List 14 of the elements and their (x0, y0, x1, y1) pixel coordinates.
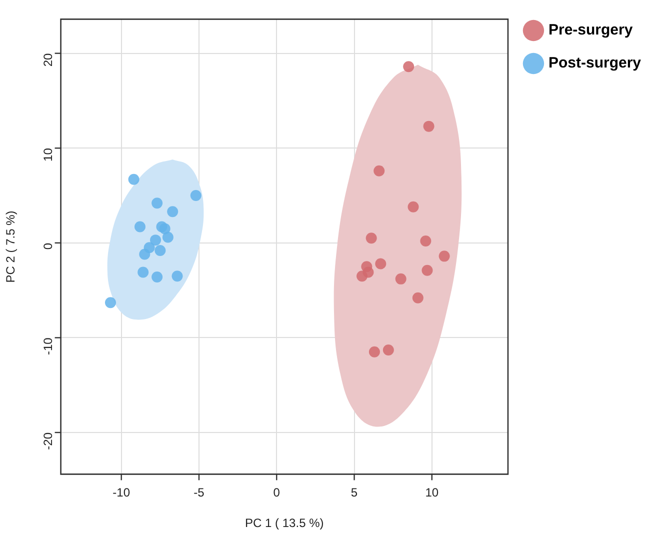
y-tick-label: -20 (41, 432, 56, 450)
y-axis-title: PC 2 ( 7.5 %) (4, 210, 18, 283)
y-tick-label: -10 (41, 337, 56, 356)
y-tick-label: 10 (41, 148, 56, 162)
legend-label: Post-surgery (548, 54, 642, 72)
legend-label: Pre-surgery (548, 22, 634, 39)
x-tick-label: 10 (425, 486, 439, 500)
y-tick-label: 20 (41, 53, 56, 67)
x-tick-label: -5 (194, 486, 205, 500)
x-tick-label: -10 (112, 486, 130, 500)
x-axis-title: PC 1 ( 13.5 %) (245, 516, 324, 530)
x-tick-label: 5 (350, 486, 358, 500)
x-tick-label: 0 (273, 486, 280, 500)
y-tick-label: 0 (41, 242, 56, 250)
